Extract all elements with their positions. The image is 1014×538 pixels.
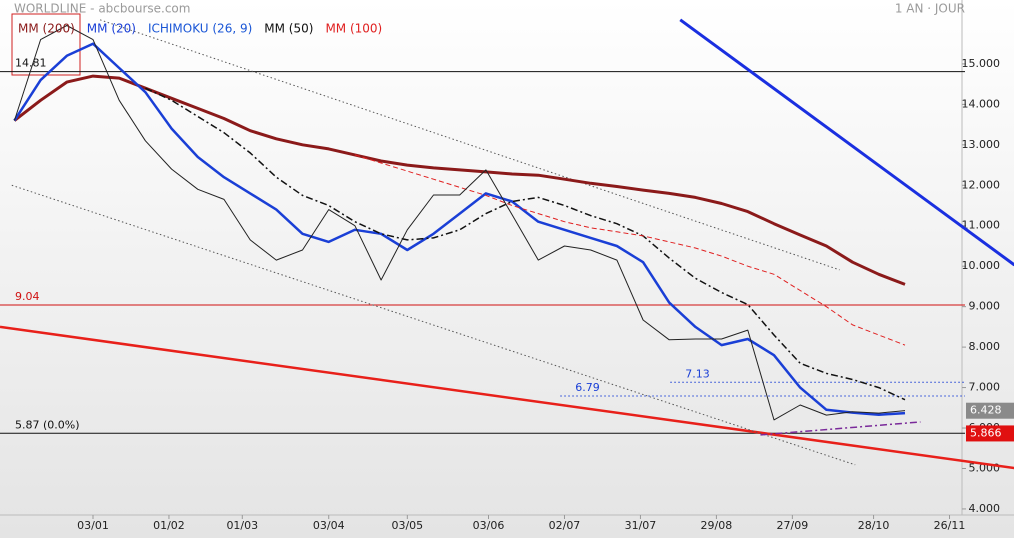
- legend-entry: MM (200): [18, 22, 75, 36]
- y-tick-label: 7.000: [969, 381, 1001, 394]
- y-tick-label: 14.000: [962, 97, 1001, 110]
- chart-title: WORLDLINE - abcbourse.com: [14, 2, 190, 16]
- series-line: [354, 154, 906, 346]
- x-tick-label: 01/03: [226, 519, 258, 532]
- level-label: 14.81: [15, 57, 47, 70]
- plot: 4.0005.0006.0007.0008.0009.00010.00011.0…: [0, 18, 1014, 532]
- y-tick-label: 15.000: [962, 57, 1001, 70]
- x-tick-label: 03/01: [77, 519, 109, 532]
- trendline: [11, 184, 856, 466]
- y-tick-label: 12.000: [962, 178, 1001, 191]
- level-label: 6.79: [575, 381, 600, 394]
- series-line: [145, 87, 906, 401]
- x-tick-label: 02/07: [549, 519, 581, 532]
- x-tick-label: 03/05: [391, 519, 423, 532]
- price-line: [13, 25, 906, 421]
- y-tick-label: 11.000: [962, 219, 1001, 232]
- x-tick-label: 03/04: [313, 519, 345, 532]
- legend-entry: MM (50): [264, 22, 313, 36]
- x-tick-label: 28/10: [858, 519, 890, 532]
- price-badge-label: 5.866: [970, 426, 1002, 439]
- period: 1 AN · JOUR: [895, 2, 965, 16]
- x-tick-label: 03/06: [473, 519, 505, 532]
- y-tick-label: 10.000: [962, 259, 1001, 272]
- level-label: 5.87 (0.0%): [15, 418, 80, 431]
- series-line: [13, 74, 906, 286]
- trendline: [679, 18, 1014, 267]
- legend-entry: MM (100): [325, 22, 382, 36]
- level-label: 7.13: [685, 367, 710, 380]
- trendline: [760, 421, 921, 436]
- legend-entry: ICHIMOKU (26, 9): [148, 22, 252, 36]
- price-badge: [966, 402, 1014, 419]
- x-tick-label: 31/07: [625, 519, 657, 532]
- y-tick-label: 13.000: [962, 138, 1001, 151]
- series-line: [13, 42, 906, 416]
- trendline: [0, 325, 1014, 470]
- x-tick-label: 26/11: [934, 519, 966, 532]
- x-tick-label: 29/08: [701, 519, 733, 532]
- x-tick-label: 01/02: [153, 519, 185, 532]
- x-tick-label: 27/09: [777, 519, 809, 532]
- legend-entry: MM (20): [87, 22, 136, 36]
- price-badge-label: 6.428: [970, 404, 1002, 417]
- y-tick-label: 9.000: [969, 300, 1001, 313]
- y-tick-label: 8.000: [969, 340, 1001, 353]
- level-label: 9.04: [15, 290, 40, 303]
- y-tick-label: 4.000: [969, 502, 1001, 515]
- price-badge: [966, 425, 1014, 442]
